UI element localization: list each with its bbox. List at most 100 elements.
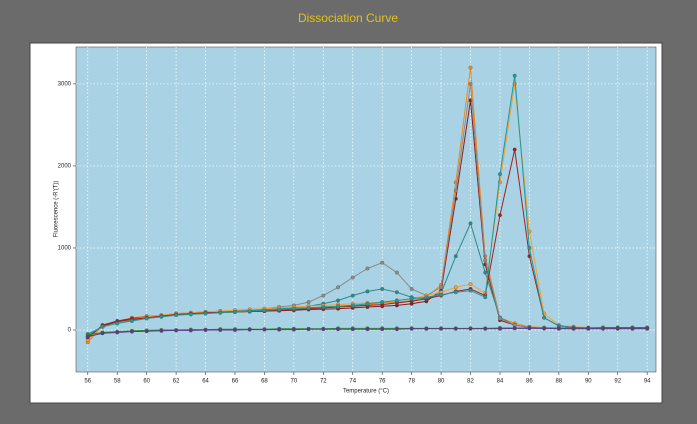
x-tick-label: 60	[143, 379, 150, 385]
x-tick-label: 68	[261, 379, 268, 385]
data-point	[115, 330, 120, 335]
data-point	[542, 315, 547, 320]
data-point	[409, 326, 414, 331]
data-point	[247, 327, 252, 332]
data-point	[439, 285, 444, 290]
data-point	[468, 81, 473, 86]
data-point	[188, 328, 193, 333]
y-axis-label: Fluorescence (-R'(T))	[54, 181, 60, 238]
x-tick-label: 90	[585, 379, 592, 385]
x-tick-label: 70	[291, 379, 298, 385]
data-point	[453, 188, 458, 193]
data-point	[380, 327, 385, 332]
data-point	[350, 293, 355, 298]
data-point	[203, 311, 208, 316]
data-point	[291, 327, 296, 332]
data-point	[218, 328, 223, 332]
data-point	[174, 313, 179, 318]
data-point	[571, 326, 576, 331]
data-point	[439, 292, 444, 297]
data-point	[615, 326, 620, 331]
x-tick-label: 94	[644, 379, 651, 385]
data-point	[203, 328, 208, 332]
x-tick-label: 78	[408, 379, 415, 385]
data-point	[468, 282, 473, 287]
data-point	[394, 290, 399, 295]
data-point	[365, 266, 370, 271]
y-tick-label: 1000	[58, 246, 72, 252]
data-point	[527, 326, 532, 331]
data-point	[380, 260, 385, 265]
data-point	[365, 301, 370, 306]
data-point	[409, 296, 414, 301]
data-point	[380, 300, 385, 305]
data-point	[233, 328, 237, 332]
data-point	[336, 327, 340, 332]
data-point	[174, 328, 179, 333]
x-tick-label: 62	[173, 379, 180, 385]
x-tick-label: 80	[438, 379, 445, 385]
data-point	[498, 326, 502, 331]
data-point	[498, 213, 502, 218]
data-point	[630, 326, 635, 331]
data-point	[498, 172, 502, 177]
data-point	[409, 287, 414, 291]
data-point	[350, 275, 355, 280]
data-point	[306, 305, 311, 310]
data-point	[129, 319, 134, 323]
x-tick-label: 72	[320, 379, 327, 385]
x-axis-label: Temperature (°C)	[343, 389, 389, 395]
data-point	[483, 258, 488, 263]
y-tick-label: 0	[68, 328, 72, 334]
data-point	[100, 331, 105, 336]
x-tick-label: 64	[202, 379, 209, 385]
x-tick-label: 82	[467, 379, 474, 385]
data-point	[556, 326, 561, 331]
data-point	[336, 285, 340, 290]
data-point	[336, 304, 340, 309]
data-point	[453, 326, 458, 331]
data-point	[483, 326, 488, 331]
x-tick-label: 76	[379, 379, 386, 385]
data-point	[306, 327, 311, 332]
data-point	[277, 327, 282, 332]
plot-area	[75, 46, 657, 373]
data-point	[424, 295, 429, 300]
data-point	[424, 326, 429, 331]
data-point	[468, 65, 473, 70]
data-point	[512, 147, 517, 152]
data-point	[350, 303, 355, 308]
data-point	[159, 314, 164, 319]
data-point	[350, 327, 355, 332]
data-point	[468, 288, 473, 293]
data-point	[512, 73, 517, 78]
data-point	[527, 246, 532, 250]
data-point	[365, 327, 370, 332]
chart-title: Dissociation Curve	[298, 11, 398, 25]
data-point	[129, 329, 134, 334]
data-point	[365, 289, 370, 294]
data-point	[233, 310, 237, 314]
data-point	[100, 324, 105, 329]
data-point	[85, 334, 90, 339]
data-point	[586, 326, 591, 331]
x-tick-label: 56	[84, 379, 91, 385]
data-point	[262, 308, 267, 313]
data-point	[512, 326, 517, 331]
data-point	[321, 305, 326, 309]
data-point	[394, 327, 399, 332]
data-point	[453, 290, 458, 295]
data-point	[439, 326, 444, 331]
x-tick-label: 58	[114, 379, 121, 385]
y-tick-label: 3000	[58, 81, 72, 87]
data-point	[262, 327, 267, 332]
data-point	[306, 300, 311, 305]
data-point	[453, 254, 458, 259]
data-point	[483, 270, 488, 275]
data-point	[277, 307, 282, 312]
y-tick-label: 2000	[58, 164, 72, 170]
data-point	[380, 287, 385, 291]
data-point	[468, 221, 473, 226]
